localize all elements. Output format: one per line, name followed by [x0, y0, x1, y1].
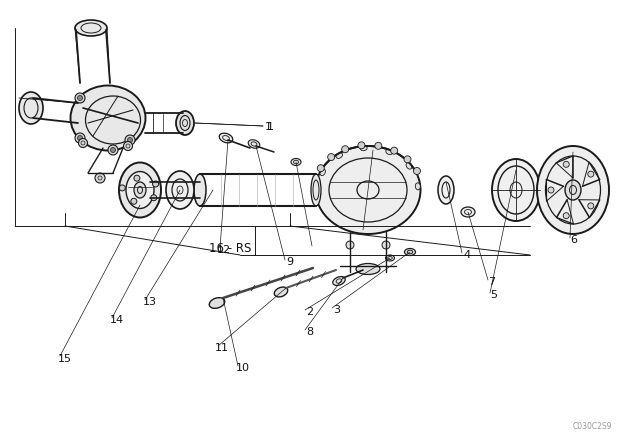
Circle shape [108, 145, 118, 155]
Circle shape [413, 168, 420, 174]
Ellipse shape [311, 174, 321, 206]
Circle shape [75, 93, 85, 103]
Ellipse shape [176, 111, 194, 135]
Ellipse shape [119, 163, 161, 217]
Circle shape [548, 187, 554, 193]
Circle shape [390, 147, 397, 154]
Ellipse shape [126, 172, 154, 208]
Ellipse shape [291, 159, 301, 165]
Ellipse shape [194, 174, 206, 206]
Circle shape [317, 165, 324, 172]
Ellipse shape [316, 146, 420, 234]
Circle shape [152, 181, 159, 187]
Text: 4: 4 [463, 250, 470, 260]
Circle shape [79, 138, 88, 147]
Text: 16 - RS: 16 - RS [209, 241, 251, 254]
Circle shape [131, 198, 137, 204]
Text: 3: 3 [333, 305, 340, 315]
Text: C030C2S9: C030C2S9 [572, 422, 612, 431]
Text: 2: 2 [307, 307, 314, 317]
Ellipse shape [75, 20, 107, 36]
Circle shape [342, 146, 349, 153]
Ellipse shape [19, 92, 43, 124]
Ellipse shape [356, 263, 380, 275]
Circle shape [375, 142, 382, 149]
Circle shape [563, 213, 569, 219]
Circle shape [124, 142, 132, 151]
Circle shape [328, 154, 335, 160]
Ellipse shape [333, 276, 345, 285]
Circle shape [127, 138, 132, 142]
Ellipse shape [146, 182, 154, 198]
Text: 14: 14 [110, 315, 124, 325]
Ellipse shape [415, 183, 420, 190]
Text: 13: 13 [143, 297, 157, 307]
Ellipse shape [134, 182, 146, 198]
Text: 8: 8 [307, 327, 314, 337]
Ellipse shape [565, 180, 581, 200]
Ellipse shape [438, 176, 454, 204]
Text: 11: 11 [215, 343, 229, 353]
Ellipse shape [386, 149, 392, 155]
Ellipse shape [209, 297, 225, 308]
Ellipse shape [360, 146, 367, 151]
Circle shape [77, 95, 83, 100]
Circle shape [358, 142, 365, 149]
Ellipse shape [492, 159, 540, 221]
Text: 5: 5 [490, 290, 497, 300]
Ellipse shape [166, 171, 194, 209]
Ellipse shape [320, 169, 325, 176]
Ellipse shape [70, 86, 145, 151]
Text: 15: 15 [58, 354, 72, 364]
Text: 1: 1 [264, 122, 271, 132]
Circle shape [382, 241, 390, 249]
Circle shape [95, 173, 105, 183]
Text: 6: 6 [570, 235, 577, 245]
Circle shape [404, 156, 411, 163]
Ellipse shape [316, 190, 321, 197]
Text: 12: 12 [217, 245, 231, 255]
Ellipse shape [275, 287, 288, 297]
Ellipse shape [537, 146, 609, 234]
Ellipse shape [385, 255, 394, 261]
Circle shape [111, 147, 115, 152]
Circle shape [75, 133, 85, 143]
Ellipse shape [404, 249, 415, 255]
Ellipse shape [406, 163, 412, 169]
Ellipse shape [220, 133, 233, 143]
Circle shape [588, 171, 594, 177]
Text: 7: 7 [488, 277, 495, 287]
Ellipse shape [248, 140, 260, 148]
Circle shape [563, 161, 569, 167]
Circle shape [346, 241, 354, 249]
Text: 10: 10 [236, 363, 250, 373]
Circle shape [119, 185, 125, 191]
Circle shape [134, 175, 140, 181]
Text: 9: 9 [287, 257, 294, 267]
Ellipse shape [336, 153, 342, 159]
Circle shape [77, 135, 83, 141]
Circle shape [588, 203, 594, 209]
Circle shape [125, 135, 135, 145]
Ellipse shape [461, 207, 475, 217]
Circle shape [151, 195, 157, 201]
Text: 1: 1 [266, 122, 273, 132]
